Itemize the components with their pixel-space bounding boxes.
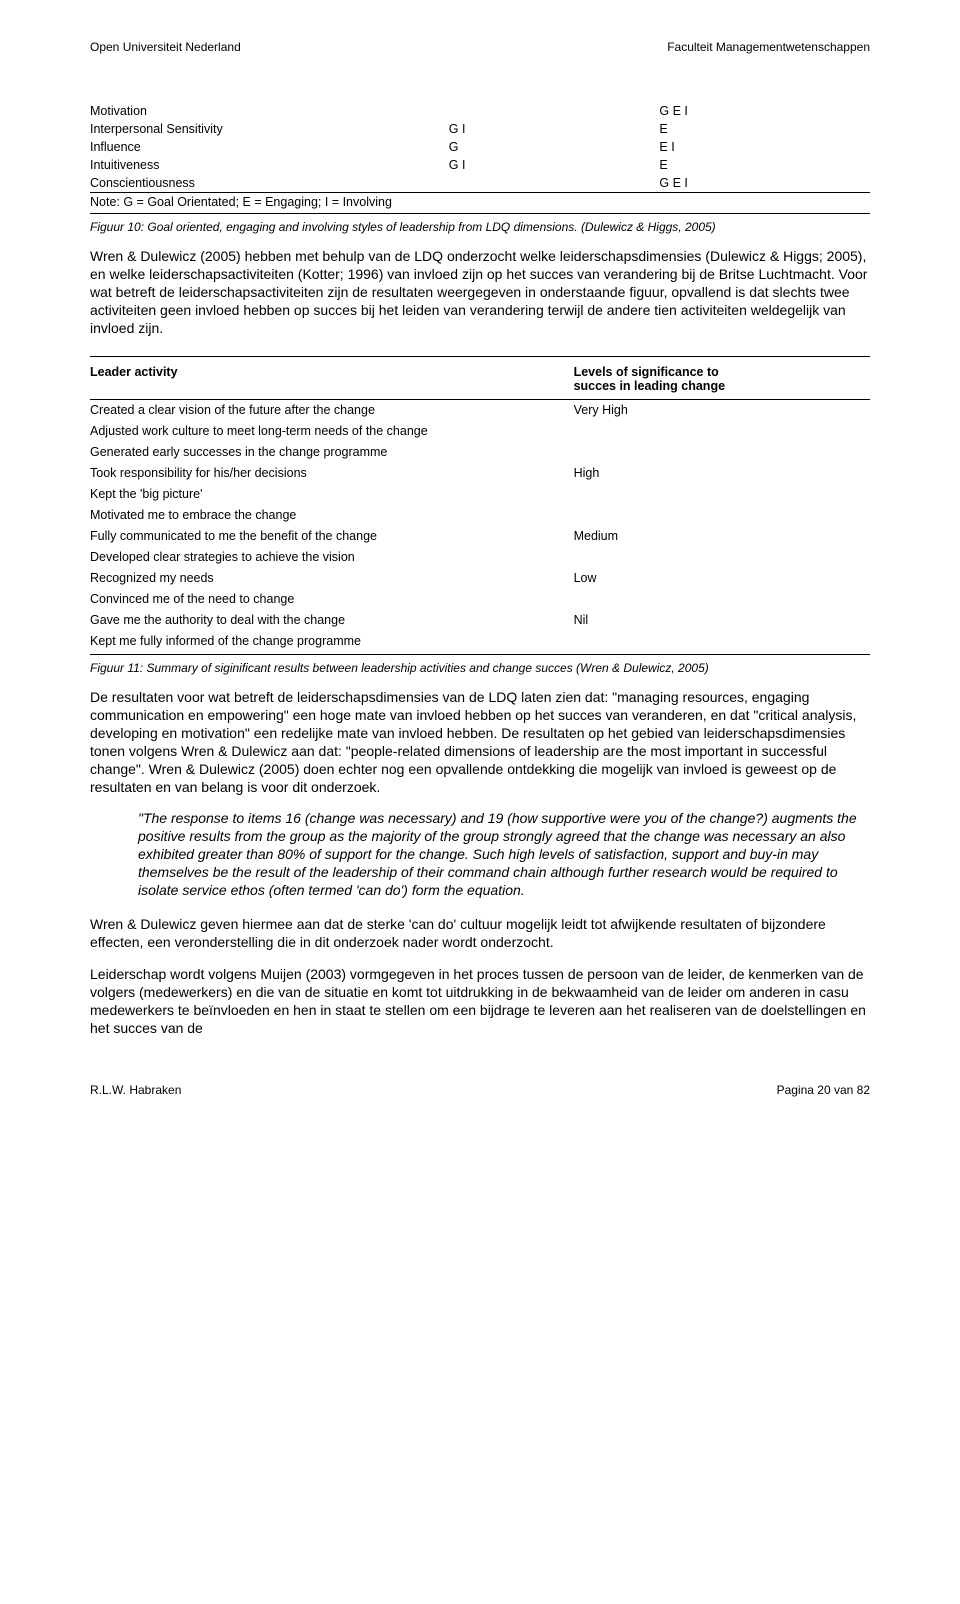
- table2-row: Fully communicated to me the benefit of …: [90, 526, 870, 547]
- table1-note: Note: G = Goal Orientated; E = Engaging;…: [90, 193, 870, 214]
- table1-cell: E I: [659, 138, 870, 156]
- table2-row: Convinced me of the need to change: [90, 589, 870, 610]
- table2-row: Kept me fully informed of the change pro…: [90, 631, 870, 655]
- table2-level: High: [574, 463, 870, 484]
- table2-level: [574, 421, 870, 442]
- table1-cell: G E I: [659, 174, 870, 193]
- table2-row: Recognized my needsLow: [90, 568, 870, 589]
- table1-cell: Conscientiousness: [90, 174, 449, 193]
- table2-level: [574, 547, 870, 568]
- table2-level: [574, 442, 870, 463]
- table2-activity: Created a clear vision of the future aft…: [90, 399, 574, 421]
- table2-activity: Adjusted work culture to meet long-term …: [90, 421, 574, 442]
- table-leader-activity: Leader activity Levels of significance t…: [90, 357, 870, 656]
- header-left: Open Universiteit Nederland: [90, 40, 241, 54]
- table1-cell: G I: [449, 120, 660, 138]
- table2-row: Gave me the authority to deal with the c…: [90, 610, 870, 631]
- footer-left: R.L.W. Habraken: [90, 1083, 181, 1097]
- table2-level: Low: [574, 568, 870, 589]
- table1-cell: G: [449, 138, 660, 156]
- table2-level: Very High: [574, 399, 870, 421]
- table1-row: Interpersonal SensitivityG IE: [90, 120, 870, 138]
- table2-activity: Generated early successes in the change …: [90, 442, 574, 463]
- table1-row: InfluenceGE I: [90, 138, 870, 156]
- table2-activity: Gave me the authority to deal with the c…: [90, 610, 574, 631]
- figure11-caption: Figuur 11: Summary of siginificant resul…: [90, 661, 870, 675]
- table2-activity: Motivated me to embrace the change: [90, 505, 574, 526]
- table2-row: Kept the 'big picture': [90, 484, 870, 505]
- paragraph-3: Wren & Dulewicz geven hiermee aan dat de…: [90, 916, 870, 952]
- table1-cell: Interpersonal Sensitivity: [90, 120, 449, 138]
- table2-row: Generated early successes in the change …: [90, 442, 870, 463]
- paragraph-2: De resultaten voor wat betreft de leider…: [90, 689, 870, 796]
- table2-row: Adjusted work culture to meet long-term …: [90, 421, 870, 442]
- table2-activity: Convinced me of the need to change: [90, 589, 574, 610]
- table2-row: Took responsibility for his/her decision…: [90, 463, 870, 484]
- page-footer: R.L.W. Habraken Pagina 20 van 82: [90, 1083, 870, 1097]
- table2-head-levels: Levels of significance to succes in lead…: [574, 357, 870, 400]
- table-ldq-styles: MotivationG E IInterpersonal Sensitivity…: [90, 102, 870, 214]
- table1-cell: E: [659, 156, 870, 174]
- blockquote: "The response to items 16 (change was ne…: [138, 810, 870, 900]
- table1-cell: Motivation: [90, 102, 449, 120]
- table1-row: Motivation G E I: [90, 102, 870, 120]
- paragraph-4: Leiderschap wordt volgens Muijen (2003) …: [90, 966, 870, 1038]
- table2-level: [574, 484, 870, 505]
- table1-cell: E: [659, 120, 870, 138]
- header-right: Faculteit Managementwetenschappen: [667, 40, 870, 54]
- table1-cell: [449, 102, 660, 120]
- table2-level: [574, 631, 870, 655]
- table1-cell: G I: [449, 156, 660, 174]
- table2-activity: Fully communicated to me the benefit of …: [90, 526, 574, 547]
- footer-right: Pagina 20 van 82: [777, 1083, 870, 1097]
- table2-level: Nil: [574, 610, 870, 631]
- table1-cell: G E I: [659, 102, 870, 120]
- page-header: Open Universiteit Nederland Faculteit Ma…: [90, 40, 870, 54]
- table1-cell: [449, 174, 660, 193]
- table1-cell: Intuitiveness: [90, 156, 449, 174]
- table2-row: Developed clear strategies to achieve th…: [90, 547, 870, 568]
- table2-row: Created a clear vision of the future aft…: [90, 399, 870, 421]
- table2-level: [574, 589, 870, 610]
- paragraph-1: Wren & Dulewicz (2005) hebben met behulp…: [90, 248, 870, 338]
- table2-activity: Took responsibility for his/her decision…: [90, 463, 574, 484]
- table1-note-row: Note: G = Goal Orientated; E = Engaging;…: [90, 193, 870, 214]
- table2-level: [574, 505, 870, 526]
- figure10-caption: Figuur 10: Goal oriented, engaging and i…: [90, 220, 870, 234]
- table1-row: Conscientiousness G E I: [90, 174, 870, 193]
- table1-cell: Influence: [90, 138, 449, 156]
- table1-row: IntuitivenessG IE: [90, 156, 870, 174]
- table2-row: Motivated me to embrace the change: [90, 505, 870, 526]
- table2-activity: Kept the 'big picture': [90, 484, 574, 505]
- table2-activity: Kept me fully informed of the change pro…: [90, 631, 574, 655]
- table2-activity: Developed clear strategies to achieve th…: [90, 547, 574, 568]
- table2-activity: Recognized my needs: [90, 568, 574, 589]
- table2-level: Medium: [574, 526, 870, 547]
- table2-head-activity: Leader activity: [90, 357, 574, 400]
